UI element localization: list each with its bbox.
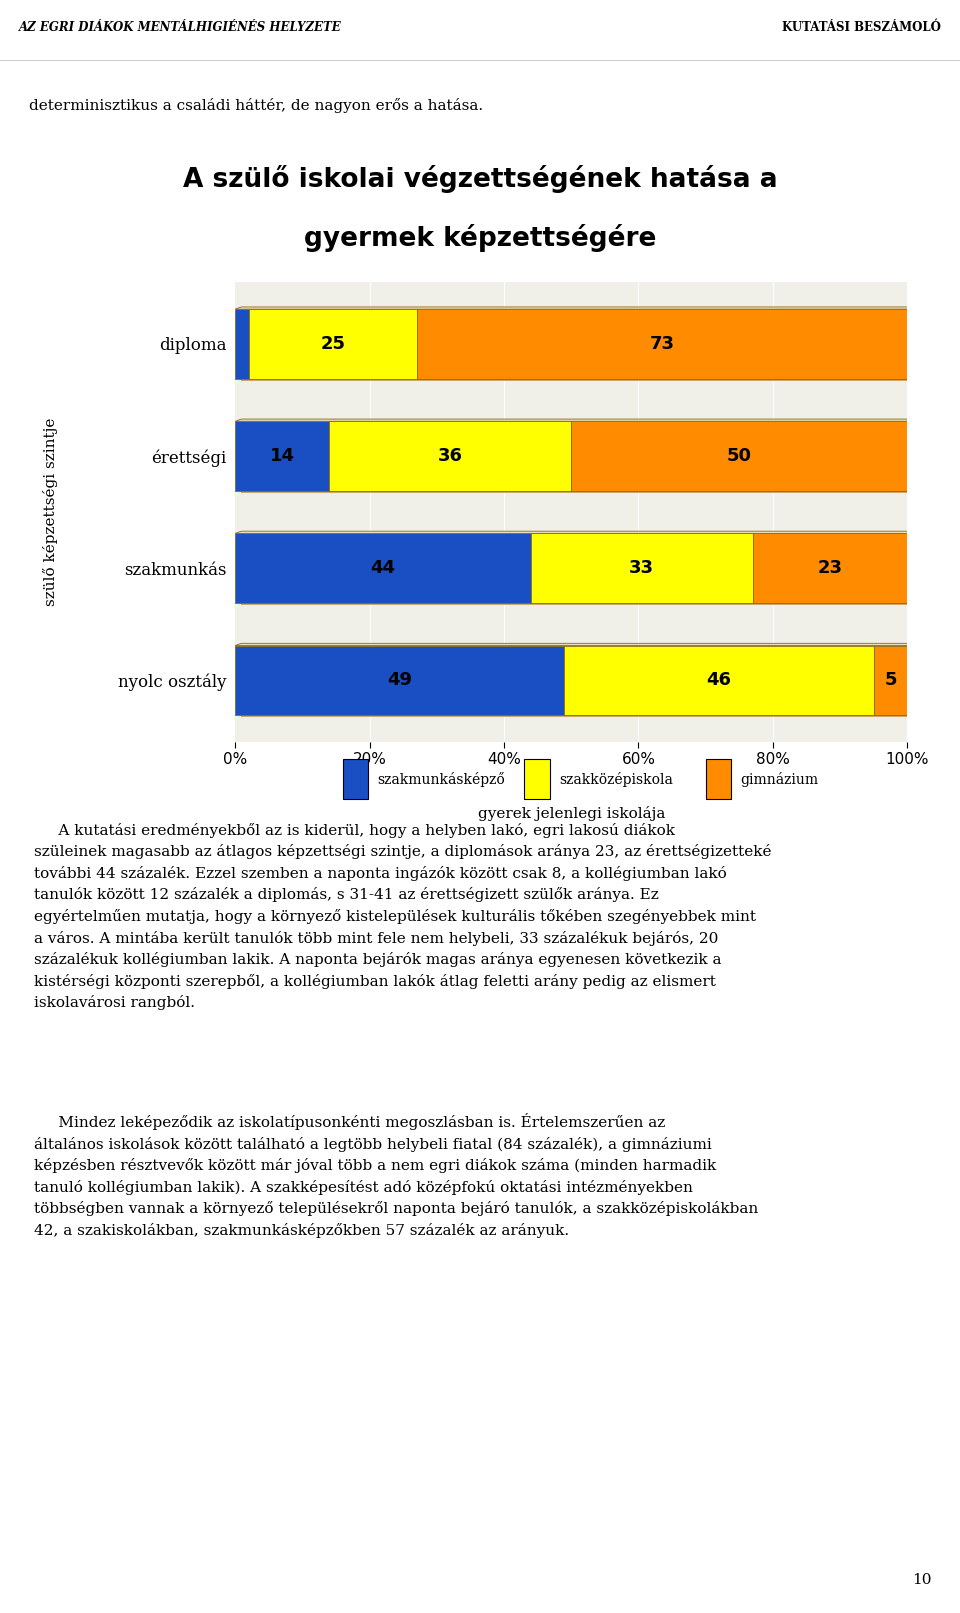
Polygon shape	[235, 306, 913, 310]
Text: Mindez leképeződik az iskolatípusonkénti megoszlásban is. Értelemszerűen az
álta: Mindez leképeződik az iskolatípusonkénti…	[34, 1113, 757, 1237]
Text: 25: 25	[320, 336, 346, 353]
Polygon shape	[235, 419, 913, 421]
Bar	[235, 310, 249, 379]
Text: 73: 73	[649, 336, 675, 353]
Text: A szülő iskolai végzettségének hatása a: A szülő iskolai végzettségének hatása a	[182, 165, 778, 194]
X-axis label: gyerek jelenlegi iskolája: gyerek jelenlegi iskolája	[477, 806, 665, 821]
Text: 23: 23	[817, 560, 843, 577]
Bar	[537, 536, 758, 605]
Text: 49: 49	[387, 671, 413, 689]
Text: gyermek képzettségére: gyermek képzettségére	[303, 224, 657, 252]
Bar	[235, 645, 564, 715]
Bar	[241, 424, 335, 494]
Bar	[329, 421, 571, 490]
Bar	[241, 536, 537, 605]
Text: 50: 50	[727, 447, 752, 465]
Bar	[417, 310, 907, 379]
Text: 46: 46	[707, 671, 732, 689]
Bar	[874, 645, 907, 715]
Bar	[570, 648, 879, 718]
Polygon shape	[235, 531, 913, 534]
Text: KUTATÁSI BESZÁMOLÓ: KUTATÁSI BESZÁMOLÓ	[782, 21, 941, 34]
Bar	[564, 645, 874, 715]
Bar	[235, 534, 531, 603]
Bar	[531, 534, 753, 603]
Bar	[422, 311, 913, 381]
Bar	[524, 760, 550, 798]
Text: 33: 33	[629, 560, 655, 577]
Bar	[571, 421, 907, 490]
Bar	[577, 424, 913, 494]
Text: 36: 36	[438, 447, 463, 465]
Text: 14: 14	[270, 447, 295, 465]
Bar	[241, 311, 254, 381]
Bar	[706, 760, 732, 798]
Text: AZ EGRI DIÁKOK MENTÁLHIGIÉNÉS HELYZETE: AZ EGRI DIÁKOK MENTÁLHIGIÉNÉS HELYZETE	[19, 21, 342, 34]
Text: 44: 44	[371, 560, 396, 577]
Text: A kutatási eredményekből az is kiderül, hogy a helyben lakó, egri lakosú diákok
: A kutatási eredményekből az is kiderül, …	[34, 823, 771, 1010]
Bar	[241, 648, 570, 718]
Bar	[758, 536, 913, 605]
Bar	[335, 424, 577, 494]
Text: 5: 5	[884, 671, 897, 689]
Text: szakközépiskola: szakközépiskola	[559, 771, 673, 787]
Bar	[879, 648, 913, 718]
Text: szülő képzettségi szintje: szülő képzettségi szintje	[43, 418, 59, 606]
Bar	[753, 534, 907, 603]
Text: 10: 10	[912, 1573, 931, 1587]
Bar	[343, 760, 369, 798]
Bar	[249, 310, 417, 379]
Bar	[254, 311, 422, 381]
Text: gimnázium: gimnázium	[740, 771, 819, 787]
Text: szakmunkásképző: szakmunkásképző	[377, 771, 505, 787]
Polygon shape	[235, 644, 913, 645]
Text: determinisztikus a családi háttér, de nagyon erős a hatása.: determinisztikus a családi háttér, de na…	[29, 98, 483, 113]
Bar	[235, 421, 329, 490]
